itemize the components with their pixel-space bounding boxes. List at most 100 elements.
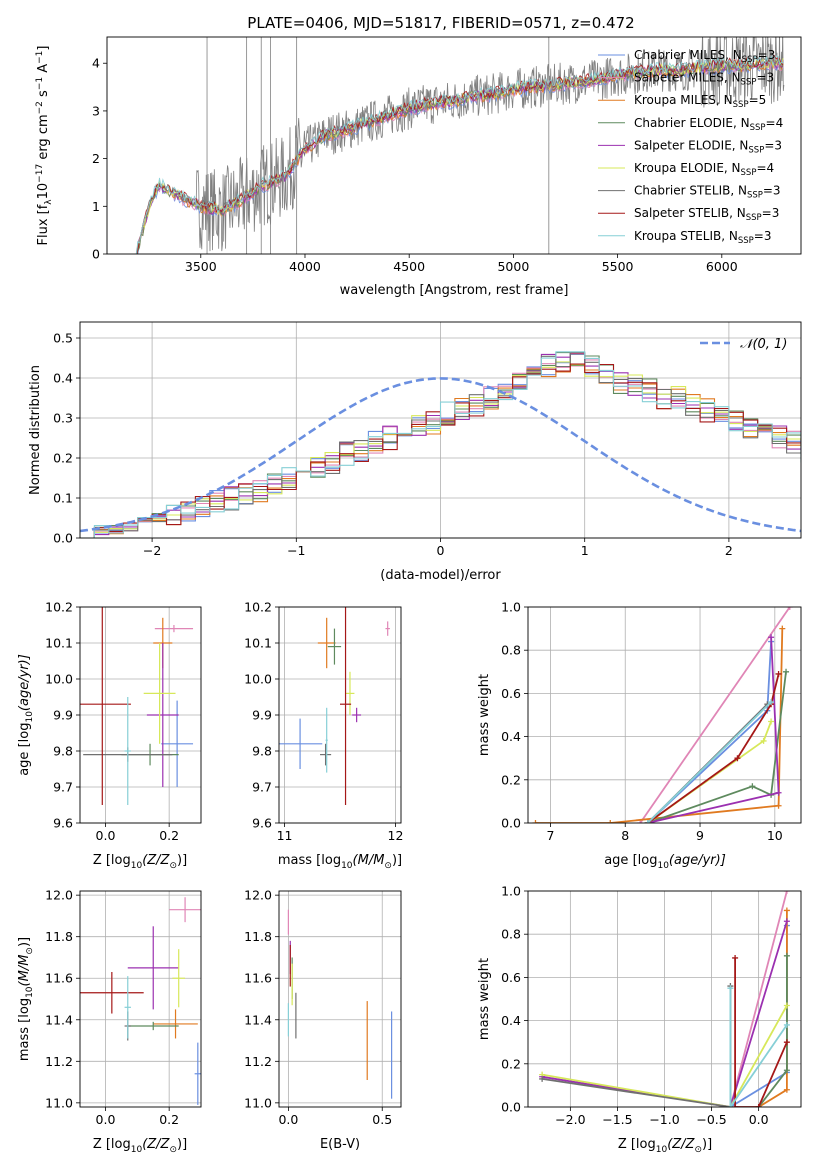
label-subscript: 10 xyxy=(131,861,143,871)
label-part: Flux [f xyxy=(36,204,51,245)
weight-marker xyxy=(727,985,734,992)
weight-marker xyxy=(749,783,756,790)
y-tick-label: 9.7 xyxy=(53,780,73,795)
data-point-8 xyxy=(80,972,144,1014)
mass-vs-metallicity-panel: 0.0 0.211.011.211.411.611.812.0 Z [log10(Z… xyxy=(17,888,202,1155)
data-point-5 xyxy=(127,926,179,1010)
label-subscript: ⊙ xyxy=(384,861,392,871)
axis-ticks: 0.0 0.2 11.0 11.2 11.4 11.6 11.8 12.0 xyxy=(45,888,179,1127)
x-axis-label: Z [log10(Z/Z⊙)] xyxy=(93,1137,187,1155)
label-superscript: −2 xyxy=(35,101,45,114)
label-part: 10 xyxy=(36,183,51,200)
y-tick-label: 3 xyxy=(92,103,100,118)
x-axis-label: age [log10(age/yr)] xyxy=(604,853,726,871)
weight-marker xyxy=(734,755,741,762)
x-tick-label: 0.2 xyxy=(159,828,179,843)
label-subscript: SSP xyxy=(750,123,766,133)
x-tick-label: 3500 xyxy=(185,259,217,274)
label-part: ] xyxy=(36,46,51,51)
x-tick-label: 0.0 xyxy=(96,1112,116,1127)
x-tick-label: 9 xyxy=(696,828,704,843)
spectrum-title: PLATE=0406, MJD=51817, FIBERID=0571, z=0… xyxy=(247,14,634,32)
label-subscript: SSP xyxy=(741,78,757,88)
y-tick-label: 11.4 xyxy=(244,1012,272,1027)
weight-series-5 xyxy=(647,637,780,823)
label-part: =3 xyxy=(758,48,776,62)
model-spectrum-8 xyxy=(136,54,784,254)
data-point-6 xyxy=(172,949,186,1008)
x-tick-label: −2 xyxy=(143,543,161,558)
label-subscript: ⊙ xyxy=(25,947,35,955)
label-part: Kroupa ELODIE, N xyxy=(634,161,741,175)
y-tick-label: 0 xyxy=(92,247,100,262)
label-part: erg cm xyxy=(36,114,51,163)
axes-frame xyxy=(278,606,402,824)
data-point-4 xyxy=(327,628,342,665)
label-part: Z [log xyxy=(93,1137,131,1152)
normal-distribution-curve xyxy=(80,377,801,533)
weight-series-2 xyxy=(729,891,788,1107)
x-tick-label: 5000 xyxy=(497,259,529,274)
label-part: Chabrier STELIB, N xyxy=(634,184,747,198)
label-part: (M/M xyxy=(17,955,32,987)
weight-marker xyxy=(732,1104,739,1107)
grid-lines xyxy=(80,891,201,1107)
x-tick-label: −0.5 xyxy=(696,1112,726,1127)
axes-frame xyxy=(527,890,802,1108)
label-part: )] xyxy=(392,853,402,868)
legend-entry: Chabrier STELIB, NSSP=3 xyxy=(634,184,781,201)
axes-frame xyxy=(79,321,802,539)
y-tick-label: 0.0 xyxy=(501,1100,521,1115)
label-part: =3 xyxy=(763,184,781,198)
label-part: =3 xyxy=(756,71,774,85)
legend-entry: Kroupa MILES, NSSP=5 xyxy=(634,93,766,110)
label-part: Chabrier ELODIE, N xyxy=(634,116,750,130)
axis-ticks: −2.0 −1.5 −1.0 −0.5 0.0 0.0 0.2 0.4 0.6 0.8 1.0 xyxy=(501,884,769,1128)
legend-entry: 𝒩(0, 1) xyxy=(740,337,787,352)
y-tick-label: 2 xyxy=(92,151,100,166)
data-point-1 xyxy=(194,1042,201,1105)
y-tick-label: 9.9 xyxy=(252,708,272,723)
y-axis-label: age [log10(age/yr)] xyxy=(17,654,35,776)
weight-marker xyxy=(768,634,775,641)
data-point-3 xyxy=(317,617,336,669)
x-tick-label: 4000 xyxy=(289,259,321,274)
plot-area xyxy=(135,37,785,254)
data-point-6 xyxy=(143,643,176,744)
data-point-4 xyxy=(127,1021,179,1031)
y-tick-label: 10.1 xyxy=(244,636,272,651)
label-part: age [log xyxy=(604,853,657,868)
mass-vs-extinction-panel: 0.0 0.5 11.0 11.2 11.4 11.6 11.8 12.0 E(B-V) xyxy=(244,888,402,1152)
weight-marker xyxy=(783,1067,790,1074)
label-part: Salpeter ELODIE, N xyxy=(634,138,748,152)
plot-area xyxy=(532,607,793,823)
x-tick-label: 2 xyxy=(725,543,733,558)
label-subscript: λ xyxy=(44,199,54,205)
label-subscript: SSP xyxy=(741,168,757,178)
y-tick-label: 4 xyxy=(92,56,100,71)
plot-area xyxy=(80,897,201,1105)
y-tick-label: 11.0 xyxy=(244,1095,272,1110)
x-tick-label: −1 xyxy=(287,543,305,558)
legend-entry: Salpeter MILES, NSSP=3 xyxy=(634,71,774,88)
data-point-2 xyxy=(385,621,390,636)
data-point-3 xyxy=(153,1009,198,1039)
weight-marker xyxy=(775,789,782,796)
y-tick-label: 0.2 xyxy=(501,772,521,787)
x-axis-label: (data-model)/error xyxy=(380,568,501,583)
model-spectrum-7 xyxy=(136,55,784,254)
residual-histogram-4 xyxy=(80,352,801,538)
x-tick-label: 1 xyxy=(581,543,589,558)
y-tick-label: 11.8 xyxy=(244,929,272,944)
weight-marker xyxy=(783,668,790,675)
grid-lines xyxy=(279,606,401,824)
plot-area xyxy=(80,607,194,805)
y-tick-label: 11.0 xyxy=(45,1095,73,1110)
y-tick-label: 11.4 xyxy=(45,1012,73,1027)
axes-frame xyxy=(79,606,202,824)
y-tick-label: 0.1 xyxy=(53,491,73,506)
y-tick-label: 9.9 xyxy=(53,708,73,723)
label-subscript: ⊙ xyxy=(169,861,177,871)
weight-series-2 xyxy=(639,607,791,823)
